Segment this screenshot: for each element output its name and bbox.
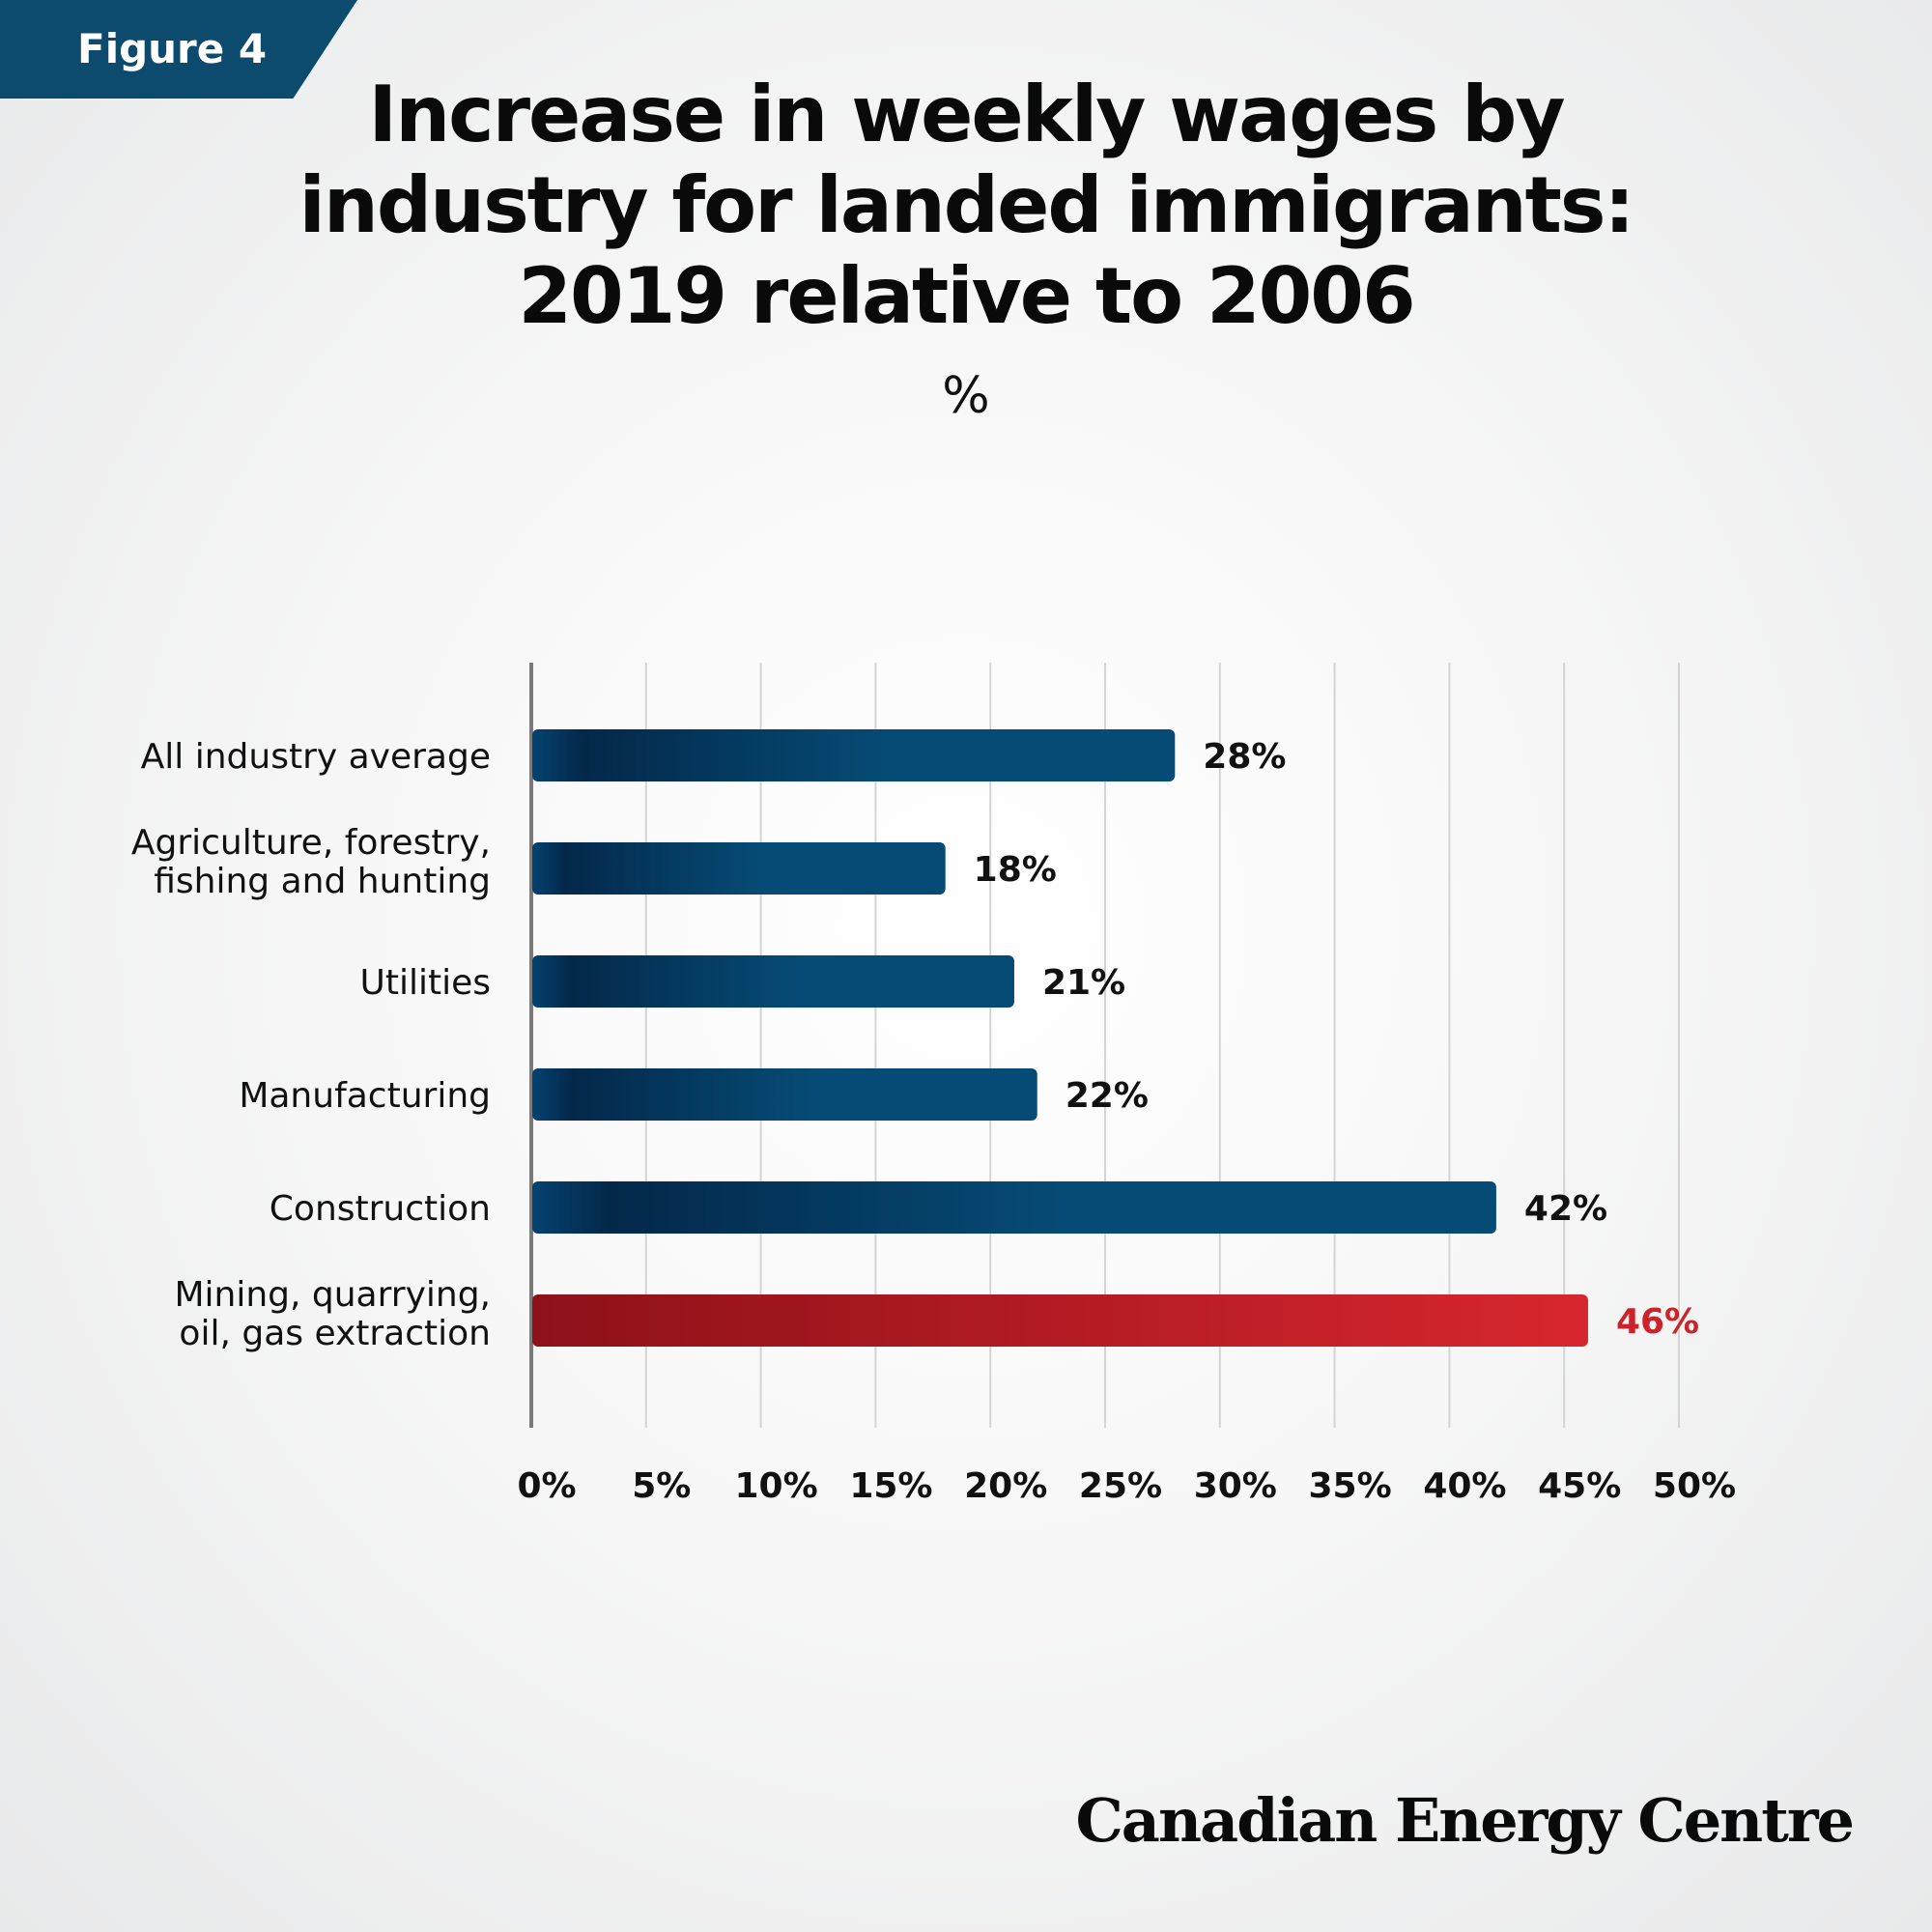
brand-logo: Canadian Energy Centre (1075, 1785, 1855, 1856)
x-tick-label: 30% (1194, 1466, 1277, 1506)
bar (532, 1068, 1037, 1121)
category-label: Mining, quarrying, (174, 1275, 491, 1315)
x-tick-label: 10% (735, 1466, 818, 1506)
category-label: Utilities (360, 963, 492, 1003)
category-label: Construction (270, 1189, 491, 1229)
category-label: All industry average (141, 737, 491, 777)
category-label: Agriculture, forestry, (131, 823, 491, 863)
bar (532, 842, 946, 895)
x-tick-label: 45% (1538, 1466, 1621, 1506)
title-line: 2019 relative to 2006 (518, 251, 1415, 341)
unit-label: % (942, 367, 990, 425)
value-label: 42% (1524, 1189, 1607, 1229)
bars (532, 729, 1588, 1347)
x-tick-label: 50% (1653, 1466, 1736, 1506)
x-tick-label: 40% (1423, 1466, 1506, 1506)
x-tick-label: 0% (517, 1466, 576, 1506)
bar (532, 1181, 1496, 1234)
bar (532, 955, 1014, 1008)
value-label: 21% (1042, 963, 1125, 1003)
x-tick-label: 5% (632, 1466, 691, 1506)
x-tick-label: 20% (964, 1466, 1047, 1506)
value-label: 28% (1203, 737, 1286, 777)
labels: 0% 5% 10% 15% 20% 25% 30% 35% 40% 45% 50% 28% All in… (131, 737, 1736, 1506)
title-line: industry for landed immigrants: (298, 160, 1634, 250)
category-label: Manufacturing (239, 1076, 491, 1116)
x-tick-label: 15% (849, 1466, 932, 1506)
x-tick-label: 25% (1079, 1466, 1162, 1506)
bar (532, 729, 1176, 781)
category-label: fishing and hunting (154, 862, 491, 901)
figure-tag: Figure 4 (0, 0, 357, 99)
title-line: Increase in weekly wages by (368, 70, 1565, 159)
chart-title: Increase in weekly wages by industry for… (145, 70, 1787, 342)
value-label: 22% (1065, 1076, 1149, 1116)
x-tick-label: 35% (1309, 1466, 1392, 1506)
bar (532, 1294, 1588, 1347)
value-label: 46% (1616, 1302, 1699, 1342)
value-label: 18% (974, 850, 1057, 890)
category-label: oil, gas extraction (179, 1314, 491, 1353)
